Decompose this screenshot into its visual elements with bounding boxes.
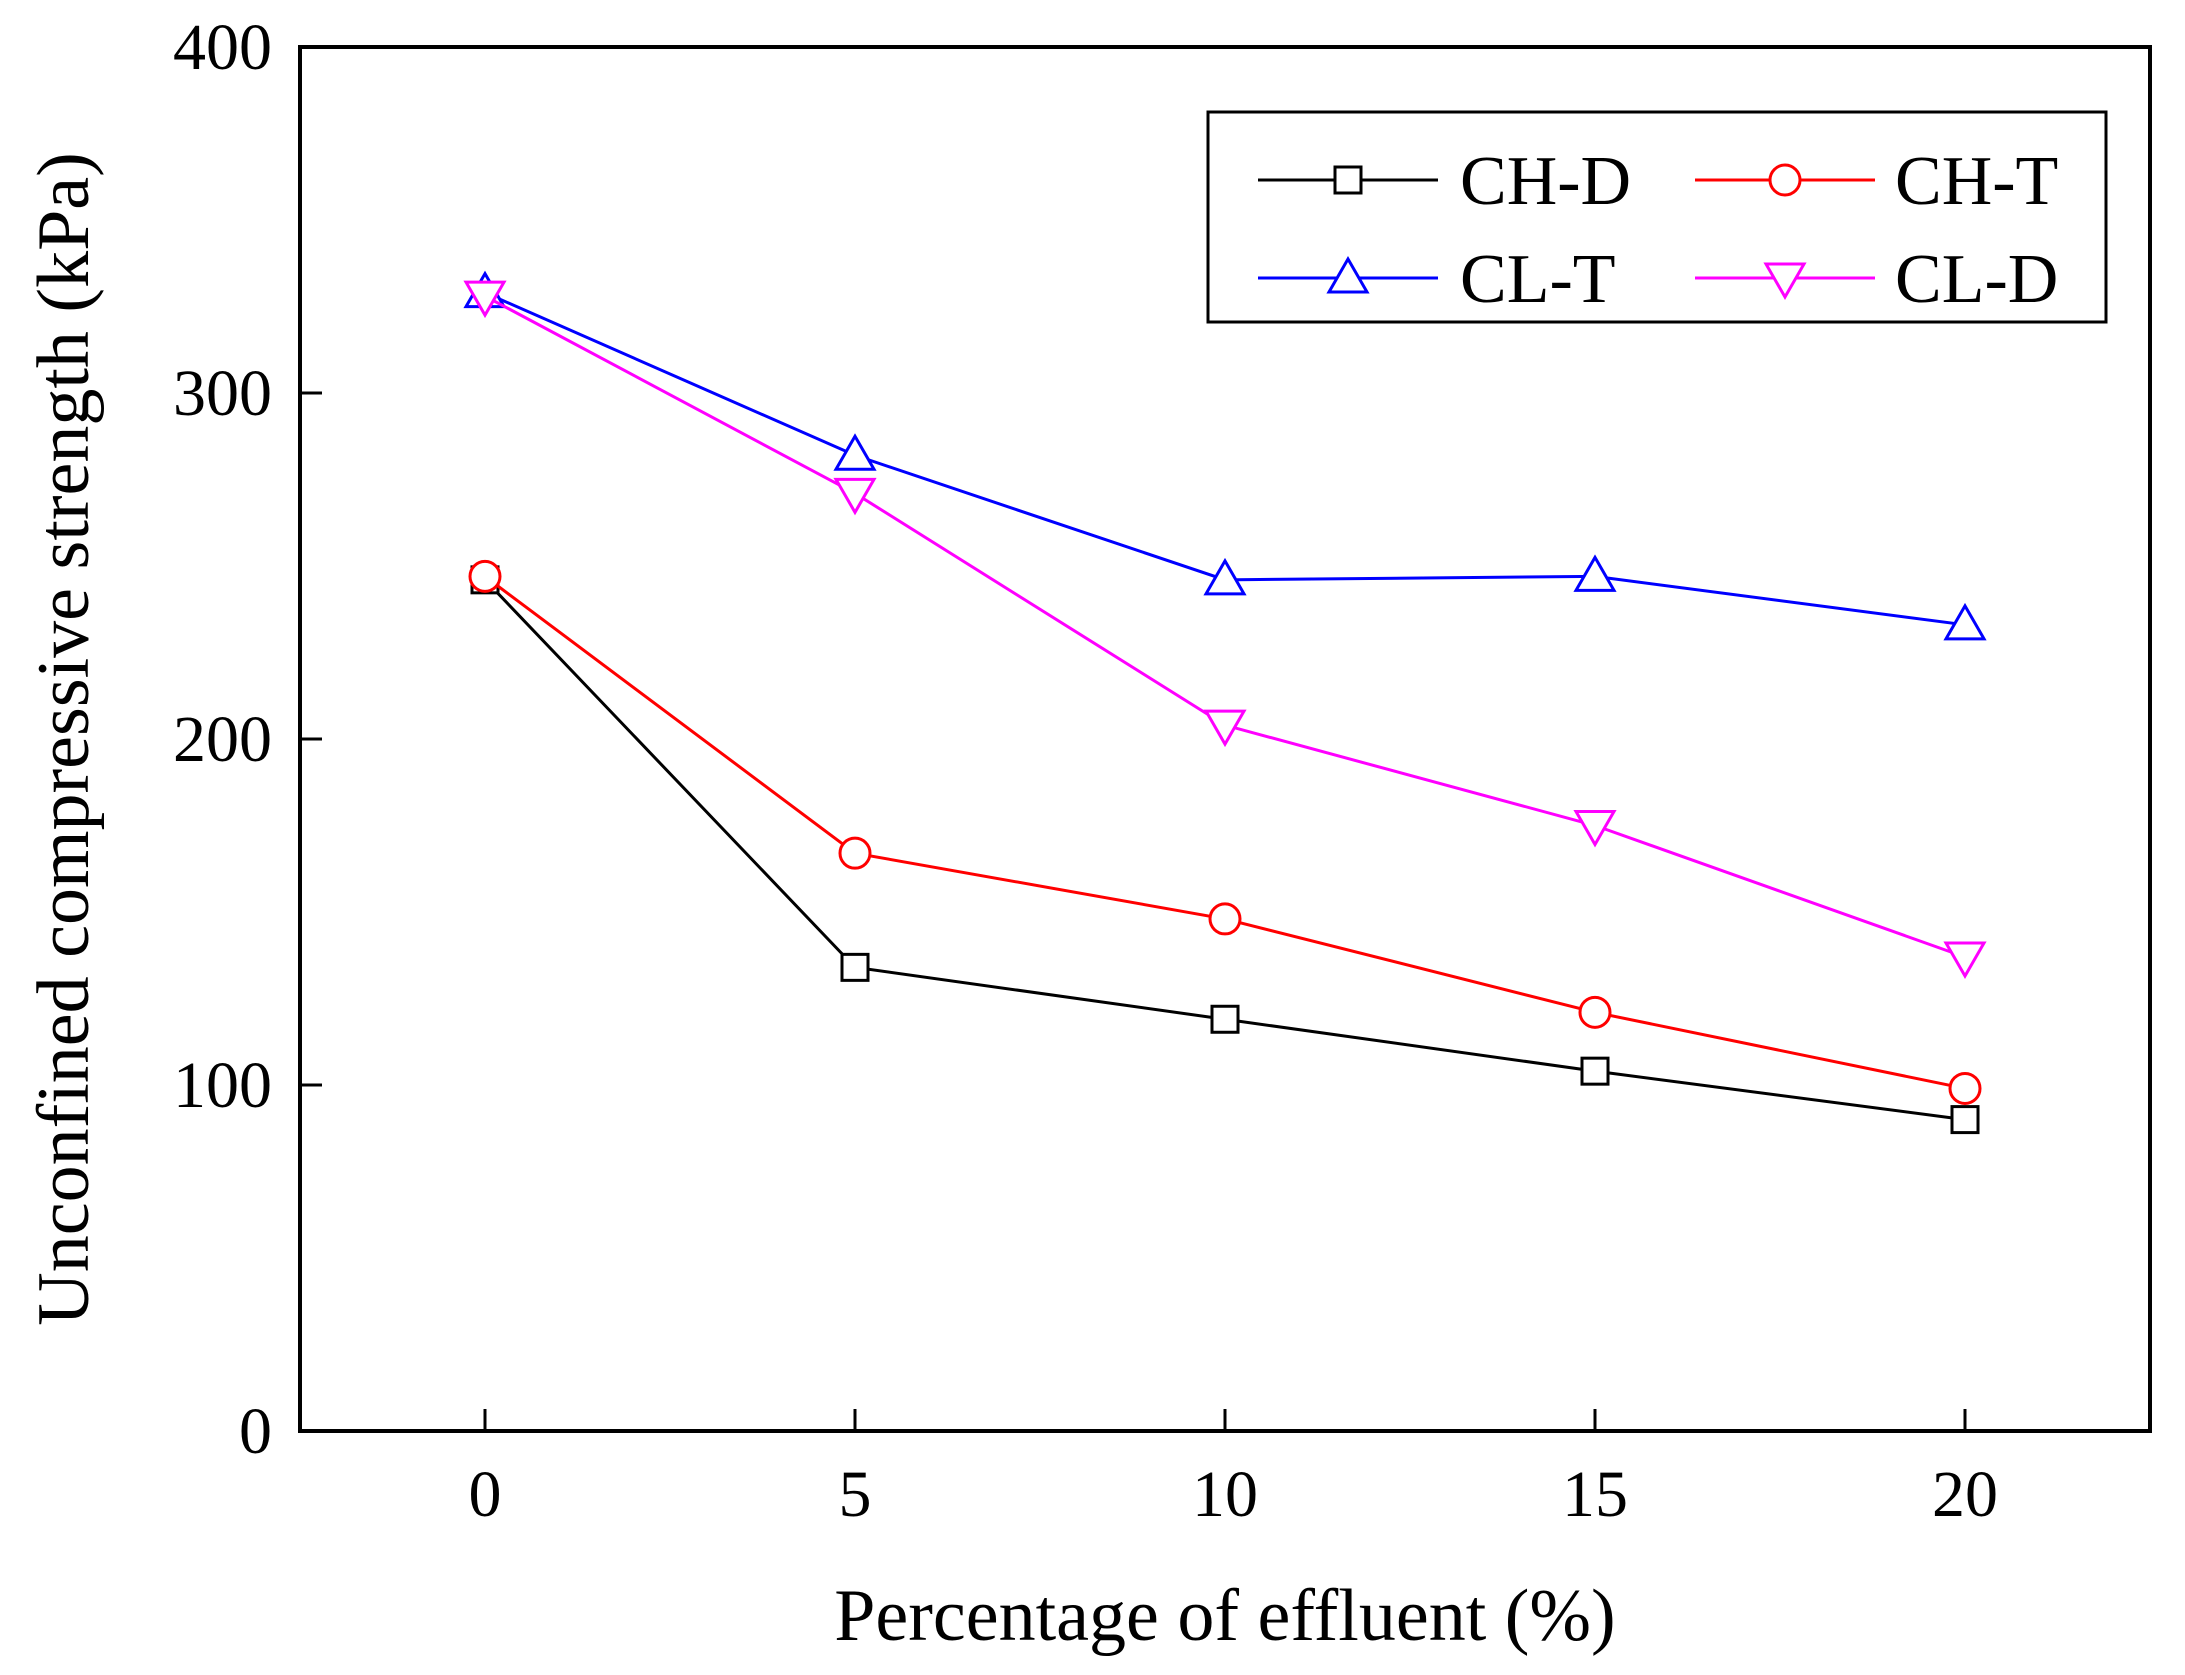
data-point-cl-d [463,280,507,319]
series-cl-t [463,270,1987,641]
x-axis-title: Percentage of effluent (%) [834,1575,1615,1657]
data-point-ch-d [1580,1056,1610,1086]
legend-label: CH-T [1895,143,2058,220]
series-layer [463,270,1987,1135]
legend-label: CL-D [1895,241,2058,318]
series-line-cl-d [484,294,1966,959]
x-tick-label: 15 [1562,1458,1628,1531]
legend-label: CL-T [1460,241,1616,318]
legend-marker [1326,255,1370,294]
data-point-ch-d [1950,1105,1980,1135]
data-point-ch-d [1210,1004,1240,1034]
data-point-ch-t [468,559,502,593]
data-point-ch-t [1948,1071,1982,1105]
y-tick-label: 300 [173,357,272,430]
data-point-cl-d [1203,709,1247,748]
y-axis-title: Unconfined compressive strength (kPa) [23,152,105,1325]
legend-label: CH-D [1460,143,1631,220]
series-ch-t [468,559,1982,1105]
legend-item-ch-d: CH-D [1258,143,1631,220]
x-tick-label: 20 [1932,1458,1998,1531]
y-tick-label: 100 [173,1049,272,1122]
data-point-ch-t [1208,902,1242,936]
data-point-cl-t [1573,554,1617,592]
data-point-ch-d [840,952,870,982]
y-tick-label: 0 [239,1395,272,1468]
data-point-cl-t [1943,602,1987,641]
legend-marker [1333,165,1363,195]
data-point-cl-t [1203,557,1247,596]
legend-marker [1768,163,1802,197]
legend-marker [1763,262,1807,301]
data-point-cl-t [833,433,877,471]
x-tick-label: 10 [1192,1458,1258,1531]
data-point-cl-d [1573,810,1617,848]
series-line-ch-d [483,578,1966,1122]
y-tick-label: 400 [173,11,272,84]
legend: CH-D CH-T CL-T CL-D [1206,110,2108,324]
series-cl-d [463,280,1987,979]
data-point-ch-t [1578,995,1612,1029]
legend-item-cl-d: CL-D [1695,241,2058,318]
series-ch-d [470,565,1980,1135]
data-point-cl-d [833,477,877,516]
x-tick-label: 5 [839,1458,872,1531]
y-tick-label: 200 [173,703,272,776]
legend-item-ch-t: CH-T [1695,143,2058,220]
data-point-ch-t [838,836,872,870]
legend-item-cl-t: CL-T [1258,241,1616,318]
x-tick-label: 0 [469,1458,502,1531]
data-point-cl-d [1943,941,1987,979]
